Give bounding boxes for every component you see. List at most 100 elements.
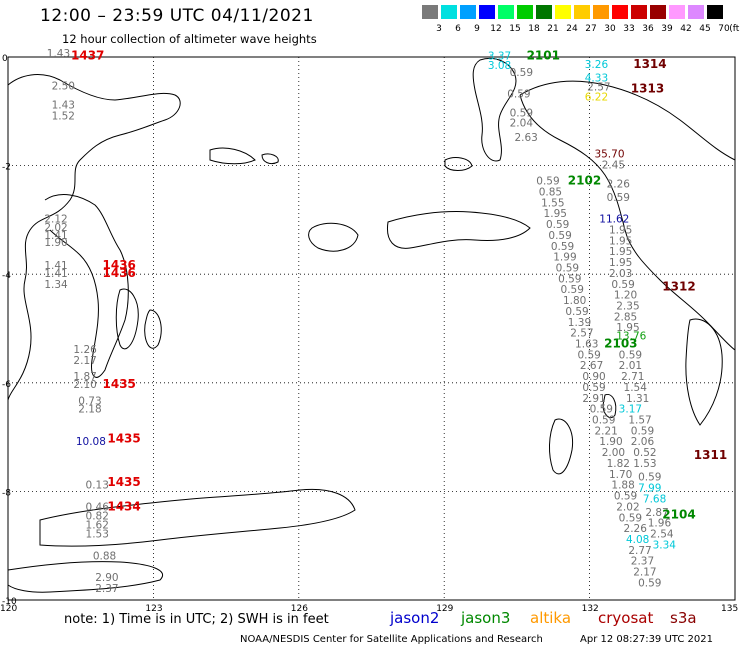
colorbar-tick-label: 45 xyxy=(699,24,711,34)
coastline-island-aru xyxy=(685,318,723,426)
pass-time-label: 1435 xyxy=(103,377,136,391)
swh-value: 2.91 xyxy=(582,393,605,405)
swh-value: 1.90 xyxy=(599,436,622,448)
swh-value: 1.80 xyxy=(563,295,586,307)
swh-value: 0.59 xyxy=(546,219,569,231)
pass-time-label: 2104 xyxy=(662,508,695,522)
pass-time-label: 1434 xyxy=(107,499,140,513)
swh-value: 2.26 xyxy=(624,523,648,535)
swh-value: 0.59 xyxy=(536,176,559,188)
colorbar-swatch xyxy=(688,5,704,19)
swh-value: 2.17 xyxy=(73,355,96,367)
pass-time-label: 1436 xyxy=(103,258,136,272)
swh-value: 2.01 xyxy=(619,360,642,372)
lat-tick-label: -8 xyxy=(2,488,11,498)
swh-value: 4.08 xyxy=(626,534,649,546)
swh-value: 2.02 xyxy=(616,501,639,513)
longitude-labels: 120 123 126 129 132 135 xyxy=(0,604,738,614)
colorbar-swatch xyxy=(479,5,495,19)
satellite-s3a: s3a xyxy=(670,609,697,627)
colorbar-tick-label: 24 xyxy=(566,24,578,34)
swh-value: 1.55 xyxy=(541,197,564,209)
swh-value: 3.26 xyxy=(585,59,609,71)
lat-tick-label: -2 xyxy=(2,163,11,173)
swh-value: 0.59 xyxy=(614,491,637,503)
lat-lon-grid xyxy=(7,56,736,601)
map-title: 12:00 – 23:59 UTC 04/11/2021 xyxy=(40,6,314,26)
swh-value: 1.95 xyxy=(616,322,639,334)
swh-value: 0.59 xyxy=(551,241,574,253)
swh-value: 1.41 xyxy=(44,268,67,280)
swh-value: 1.53 xyxy=(633,458,656,470)
coastline-island-muna xyxy=(144,309,162,349)
colorbar-tick-label: 9 xyxy=(474,24,480,34)
coastline-seram xyxy=(386,211,531,249)
coastline-island-buton xyxy=(115,288,139,350)
lat-tick-label: -6 xyxy=(2,380,11,390)
lon-tick-label: 135 xyxy=(721,604,738,614)
colorbar-swatch xyxy=(555,5,571,19)
swh-value: 0.59 xyxy=(548,230,571,242)
swh-value: 2.37 xyxy=(95,583,118,595)
swh-value: 0.59 xyxy=(510,108,533,120)
swh-value: 1.70 xyxy=(609,469,632,481)
lat-tick-label: -10 xyxy=(2,597,17,607)
swh-value: 0.88 xyxy=(93,550,116,562)
swh-value: 0.59 xyxy=(561,284,584,296)
swh-value: 2.06 xyxy=(631,436,655,448)
coastline-halmahera xyxy=(472,57,517,162)
colorbar-swatch xyxy=(536,5,552,19)
swh-value: 3.08 xyxy=(488,60,511,72)
swh-value: 0.59 xyxy=(558,273,581,285)
swh-value: 1.53 xyxy=(86,529,109,541)
coastline-sulawesi-arm xyxy=(44,194,129,378)
coastline-tanimbar xyxy=(549,418,574,475)
coastline-kei xyxy=(602,393,617,419)
swh-value: 11.62 xyxy=(599,214,629,226)
swh-value: 2.57 xyxy=(570,328,593,340)
swh-value: 2.12 xyxy=(44,214,67,226)
swh-value: 0.59 xyxy=(582,382,605,394)
swh-value: 0.13 xyxy=(86,480,109,492)
swh-value: 2.37 xyxy=(631,556,654,568)
satellite-jason3: jason3 xyxy=(461,609,511,627)
lon-tick-label: 126 xyxy=(291,604,308,614)
colorbar-tick-label: 33 xyxy=(623,24,635,34)
swh-value: 2.63 xyxy=(514,132,537,144)
swh-value: 0.59 xyxy=(638,472,661,484)
swh-value: 0.59 xyxy=(619,512,642,524)
latitude-labels: 0 -2 -4 -6 -8 -10 xyxy=(2,54,17,607)
colorbar-tick-label: 6 xyxy=(455,24,461,34)
colorbar-tick-label: 21 xyxy=(547,24,559,34)
satellite-cryosat: cryosat xyxy=(598,609,654,627)
colorbar-tick-label: 12 xyxy=(490,24,502,34)
swh-value: 1.63 xyxy=(575,339,598,351)
swh-value: 0.73 xyxy=(78,396,101,408)
swh-value: 2.26 xyxy=(607,178,631,190)
swh-value: 0.52 xyxy=(633,447,656,459)
swh-value: 10.08 xyxy=(76,436,106,448)
swh-value: 2.35 xyxy=(616,300,639,312)
swh-value: 35.70 xyxy=(594,148,624,160)
pass-time-label: 1311 xyxy=(694,448,727,462)
coastline-timor xyxy=(39,488,356,547)
satellite-jason2: jason2 xyxy=(390,609,440,627)
swh-value: 0.59 xyxy=(577,349,600,361)
swh-value: 2.90 xyxy=(95,572,118,584)
units-note: note: 1) Time is in UTC; 2) SWH is in fe… xyxy=(64,612,329,627)
swh-value: 1.34 xyxy=(44,279,68,291)
lat-tick-label: -4 xyxy=(2,271,11,281)
colorbar-swatch xyxy=(631,5,647,19)
swh-value: 1.62 xyxy=(86,519,109,531)
colorbar-tick-label: 27 xyxy=(585,24,597,34)
swh-value: 1.52 xyxy=(52,110,75,122)
colorbar-swatch xyxy=(612,5,628,19)
swh-value: 13.76 xyxy=(616,330,646,342)
swh-value: 1.39 xyxy=(568,317,591,329)
swh-value: 0.46 xyxy=(86,501,110,513)
swh-value: 2.85 xyxy=(614,311,637,323)
pass-time-label: 1312 xyxy=(662,279,695,293)
lon-tick-label: 129 xyxy=(436,604,453,614)
